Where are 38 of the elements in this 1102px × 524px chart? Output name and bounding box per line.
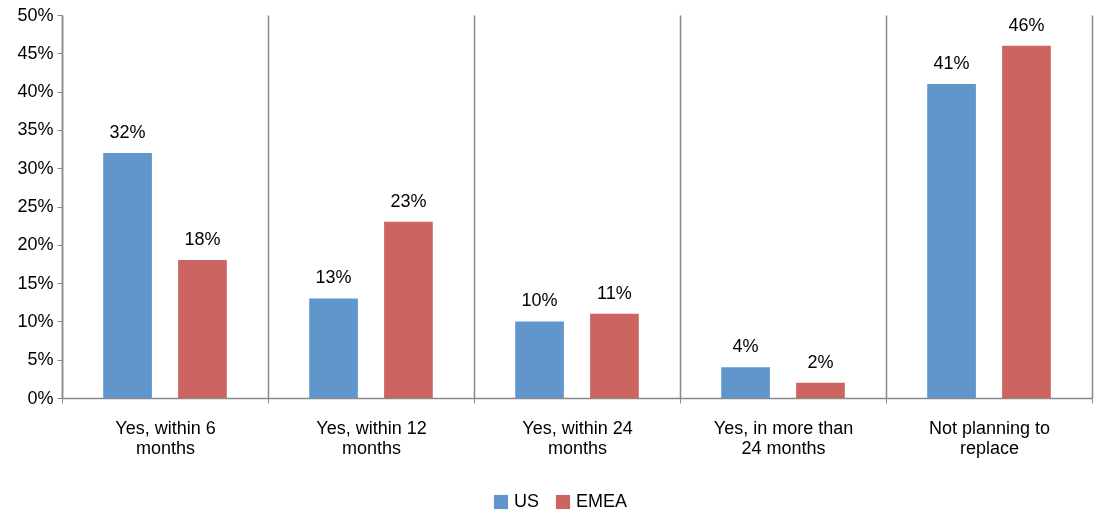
- x-tick-label: Yes, within 24 months: [522, 417, 633, 458]
- bar: [309, 298, 358, 398]
- bar: [590, 313, 639, 398]
- data-label: 11%: [597, 282, 632, 303]
- y-tick-label: 30%: [17, 157, 54, 178]
- bar: [1002, 45, 1051, 398]
- y-tick-label: 50%: [17, 4, 54, 25]
- bar: [384, 221, 433, 398]
- data-label: 4%: [732, 336, 759, 357]
- bar: [796, 382, 845, 398]
- y-tick-label: 45%: [17, 42, 54, 63]
- legend-label: US: [514, 491, 540, 511]
- data-label: 41%: [933, 52, 970, 73]
- bar: [103, 152, 152, 398]
- y-tick-label: 25%: [17, 196, 54, 216]
- y-tick-label: 0%: [27, 387, 54, 408]
- y-tick-label: 15%: [17, 272, 54, 293]
- data-label: 18%: [184, 229, 221, 250]
- y-tick-label: 10%: [17, 310, 54, 331]
- y-tick-label: 5%: [27, 349, 54, 370]
- x-tick-label: Yes, within 6 months: [115, 417, 216, 458]
- bar: [721, 367, 770, 398]
- y-tick-label: 40%: [17, 81, 54, 102]
- y-tick-label: 20%: [17, 234, 54, 255]
- x-tick-label: Not planning to replace: [928, 417, 1051, 458]
- bar: [178, 260, 227, 398]
- x-tick-label: Yes, in more than 24 months: [713, 417, 854, 458]
- data-label: 23%: [390, 190, 427, 211]
- bar: [927, 83, 976, 398]
- y-tick-label: 35%: [17, 119, 54, 140]
- data-label: 2%: [807, 351, 834, 372]
- data-label: 32%: [109, 121, 146, 142]
- bar: [515, 321, 564, 398]
- data-label: 46%: [1008, 14, 1045, 35]
- data-label: 13%: [315, 267, 352, 288]
- legend-label: EMEA: [576, 491, 628, 511]
- x-tick-label: Yes, within 12 months: [316, 417, 427, 458]
- data-label: 10%: [521, 290, 558, 311]
